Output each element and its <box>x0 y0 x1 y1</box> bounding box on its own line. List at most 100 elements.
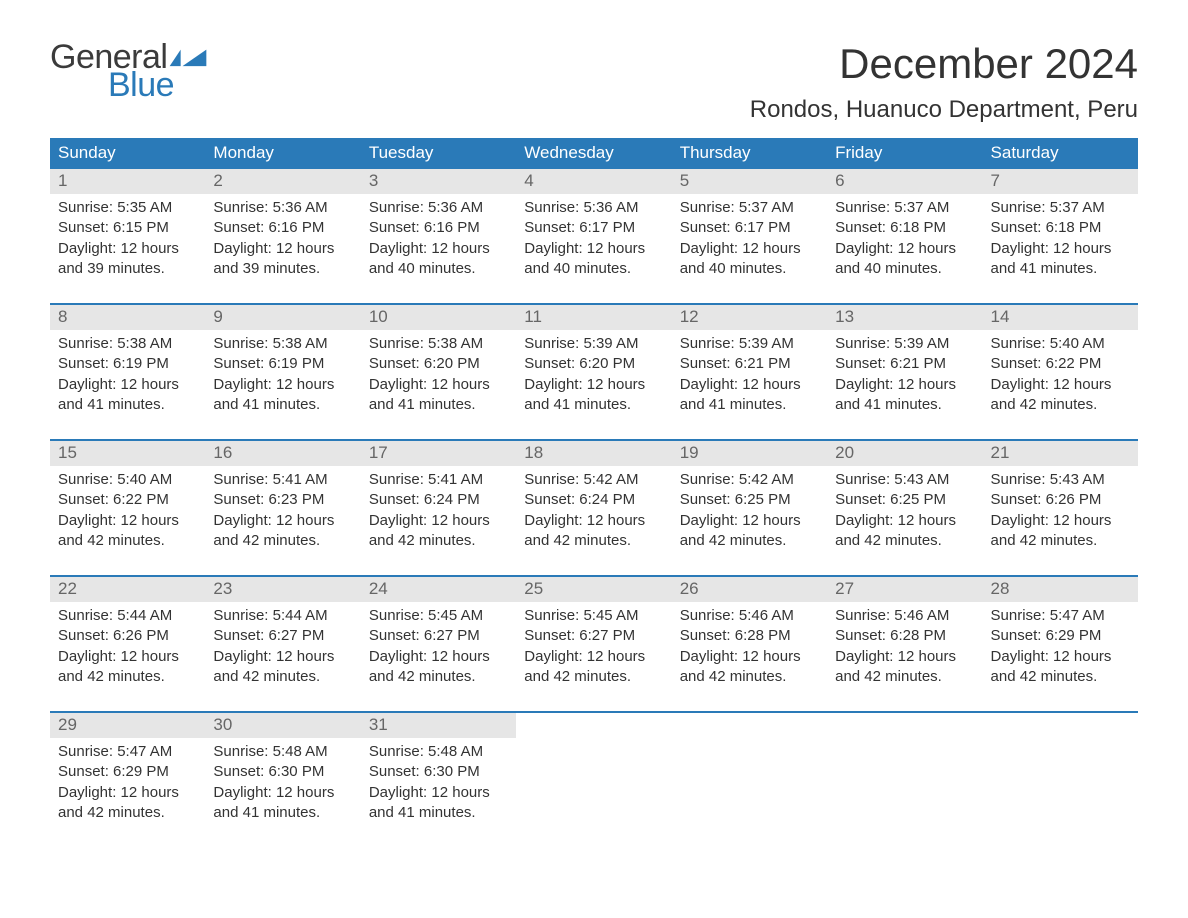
day-line: and 41 minutes. <box>213 395 352 415</box>
week-row: 15Sunrise: 5:40 AMSunset: 6:22 PMDayligh… <box>50 439 1138 565</box>
day-cell: 30Sunrise: 5:48 AMSunset: 6:30 PMDayligh… <box>205 713 360 837</box>
day-number: 9 <box>205 305 360 330</box>
day-content: Sunrise: 5:48 AMSunset: 6:30 PMDaylight:… <box>361 738 516 831</box>
day-line: Sunset: 6:19 PM <box>58 354 197 374</box>
day-line: Sunrise: 5:36 AM <box>369 198 508 218</box>
day-line: Sunset: 6:20 PM <box>369 354 508 374</box>
day-line: and 42 minutes. <box>58 531 197 551</box>
day-line: Daylight: 12 hours <box>835 375 974 395</box>
day-line: Sunrise: 5:42 AM <box>680 470 819 490</box>
day-line: and 42 minutes. <box>58 803 197 823</box>
day-line: and 42 minutes. <box>58 667 197 687</box>
day-content: Sunrise: 5:47 AMSunset: 6:29 PMDaylight:… <box>983 602 1138 695</box>
day-line: Sunrise: 5:37 AM <box>991 198 1130 218</box>
location-subtitle: Rondos, Huanuco Department, Peru <box>750 96 1138 124</box>
day-cell: 28Sunrise: 5:47 AMSunset: 6:29 PMDayligh… <box>983 577 1138 701</box>
day-line: Sunrise: 5:40 AM <box>991 334 1130 354</box>
day-line: Sunrise: 5:38 AM <box>213 334 352 354</box>
day-cell: 3Sunrise: 5:36 AMSunset: 6:16 PMDaylight… <box>361 169 516 293</box>
week-row: 22Sunrise: 5:44 AMSunset: 6:26 PMDayligh… <box>50 575 1138 701</box>
day-line: Sunrise: 5:39 AM <box>835 334 974 354</box>
day-line: Sunrise: 5:45 AM <box>524 606 663 626</box>
day-cell: 24Sunrise: 5:45 AMSunset: 6:27 PMDayligh… <box>361 577 516 701</box>
day-cell: 22Sunrise: 5:44 AMSunset: 6:26 PMDayligh… <box>50 577 205 701</box>
day-cell: 14Sunrise: 5:40 AMSunset: 6:22 PMDayligh… <box>983 305 1138 429</box>
day-cell: 9Sunrise: 5:38 AMSunset: 6:19 PMDaylight… <box>205 305 360 429</box>
logo-text-blue: Blue <box>108 68 207 102</box>
day-line: Daylight: 12 hours <box>58 647 197 667</box>
day-content: Sunrise: 5:36 AMSunset: 6:16 PMDaylight:… <box>205 194 360 287</box>
day-content: Sunrise: 5:46 AMSunset: 6:28 PMDaylight:… <box>827 602 982 695</box>
day-content: Sunrise: 5:38 AMSunset: 6:19 PMDaylight:… <box>50 330 205 423</box>
day-line: and 41 minutes. <box>58 395 197 415</box>
day-line: Daylight: 12 hours <box>58 375 197 395</box>
day-cell: 7Sunrise: 5:37 AMSunset: 6:18 PMDaylight… <box>983 169 1138 293</box>
day-line: Sunset: 6:22 PM <box>58 490 197 510</box>
day-cell: 13Sunrise: 5:39 AMSunset: 6:21 PMDayligh… <box>827 305 982 429</box>
calendar: SundayMondayTuesdayWednesdayThursdayFrid… <box>50 138 1138 837</box>
day-number: 19 <box>672 441 827 466</box>
day-number: 28 <box>983 577 1138 602</box>
day-line: Daylight: 12 hours <box>213 375 352 395</box>
day-line: Sunset: 6:29 PM <box>58 762 197 782</box>
day-number: 31 <box>361 713 516 738</box>
day-line: Sunset: 6:25 PM <box>680 490 819 510</box>
day-line: Sunset: 6:25 PM <box>835 490 974 510</box>
day-line: and 42 minutes. <box>369 531 508 551</box>
day-cell: 23Sunrise: 5:44 AMSunset: 6:27 PMDayligh… <box>205 577 360 701</box>
day-line: and 41 minutes. <box>835 395 974 415</box>
day-line: and 41 minutes. <box>369 803 508 823</box>
day-line: and 42 minutes. <box>991 667 1130 687</box>
day-line: Sunrise: 5:48 AM <box>213 742 352 762</box>
day-line: Sunrise: 5:36 AM <box>524 198 663 218</box>
day-content: Sunrise: 5:48 AMSunset: 6:30 PMDaylight:… <box>205 738 360 831</box>
day-content: Sunrise: 5:37 AMSunset: 6:18 PMDaylight:… <box>827 194 982 287</box>
day-content: Sunrise: 5:47 AMSunset: 6:29 PMDaylight:… <box>50 738 205 831</box>
day-line: Sunset: 6:28 PM <box>835 626 974 646</box>
day-line: Daylight: 12 hours <box>524 511 663 531</box>
day-cell <box>983 713 1138 837</box>
day-cell: 21Sunrise: 5:43 AMSunset: 6:26 PMDayligh… <box>983 441 1138 565</box>
day-line: Sunset: 6:21 PM <box>680 354 819 374</box>
day-number: 13 <box>827 305 982 330</box>
day-line: Sunrise: 5:43 AM <box>835 470 974 490</box>
day-line: Sunset: 6:28 PM <box>680 626 819 646</box>
day-content: Sunrise: 5:45 AMSunset: 6:27 PMDaylight:… <box>361 602 516 695</box>
day-line: Daylight: 12 hours <box>524 239 663 259</box>
day-line: Daylight: 12 hours <box>991 647 1130 667</box>
day-cell: 6Sunrise: 5:37 AMSunset: 6:18 PMDaylight… <box>827 169 982 293</box>
day-line: Daylight: 12 hours <box>213 783 352 803</box>
day-line: Daylight: 12 hours <box>213 511 352 531</box>
day-line: Sunrise: 5:46 AM <box>835 606 974 626</box>
day-line: Sunrise: 5:41 AM <box>369 470 508 490</box>
day-content: Sunrise: 5:45 AMSunset: 6:27 PMDaylight:… <box>516 602 671 695</box>
day-line: Daylight: 12 hours <box>680 511 819 531</box>
day-content: Sunrise: 5:44 AMSunset: 6:27 PMDaylight:… <box>205 602 360 695</box>
day-cell: 20Sunrise: 5:43 AMSunset: 6:25 PMDayligh… <box>827 441 982 565</box>
day-line: Daylight: 12 hours <box>524 375 663 395</box>
day-number: 12 <box>672 305 827 330</box>
day-content: Sunrise: 5:43 AMSunset: 6:25 PMDaylight:… <box>827 466 982 559</box>
day-cell: 12Sunrise: 5:39 AMSunset: 6:21 PMDayligh… <box>672 305 827 429</box>
day-number: 10 <box>361 305 516 330</box>
day-cell: 29Sunrise: 5:47 AMSunset: 6:29 PMDayligh… <box>50 713 205 837</box>
day-line: Sunrise: 5:40 AM <box>58 470 197 490</box>
day-content: Sunrise: 5:42 AMSunset: 6:24 PMDaylight:… <box>516 466 671 559</box>
day-number: 22 <box>50 577 205 602</box>
day-line: Daylight: 12 hours <box>369 239 508 259</box>
day-content: Sunrise: 5:37 AMSunset: 6:18 PMDaylight:… <box>983 194 1138 287</box>
day-line: Sunset: 6:27 PM <box>213 626 352 646</box>
day-line: Sunset: 6:29 PM <box>991 626 1130 646</box>
day-cell: 27Sunrise: 5:46 AMSunset: 6:28 PMDayligh… <box>827 577 982 701</box>
day-content: Sunrise: 5:38 AMSunset: 6:20 PMDaylight:… <box>361 330 516 423</box>
day-cell: 10Sunrise: 5:38 AMSunset: 6:20 PMDayligh… <box>361 305 516 429</box>
day-content: Sunrise: 5:46 AMSunset: 6:28 PMDaylight:… <box>672 602 827 695</box>
day-number: 30 <box>205 713 360 738</box>
day-line: Sunset: 6:22 PM <box>991 354 1130 374</box>
day-line: Sunset: 6:30 PM <box>213 762 352 782</box>
day-number: 1 <box>50 169 205 194</box>
day-line: Sunset: 6:23 PM <box>213 490 352 510</box>
day-line: and 42 minutes. <box>835 531 974 551</box>
day-line: Sunrise: 5:38 AM <box>58 334 197 354</box>
day-content: Sunrise: 5:36 AMSunset: 6:16 PMDaylight:… <box>361 194 516 287</box>
